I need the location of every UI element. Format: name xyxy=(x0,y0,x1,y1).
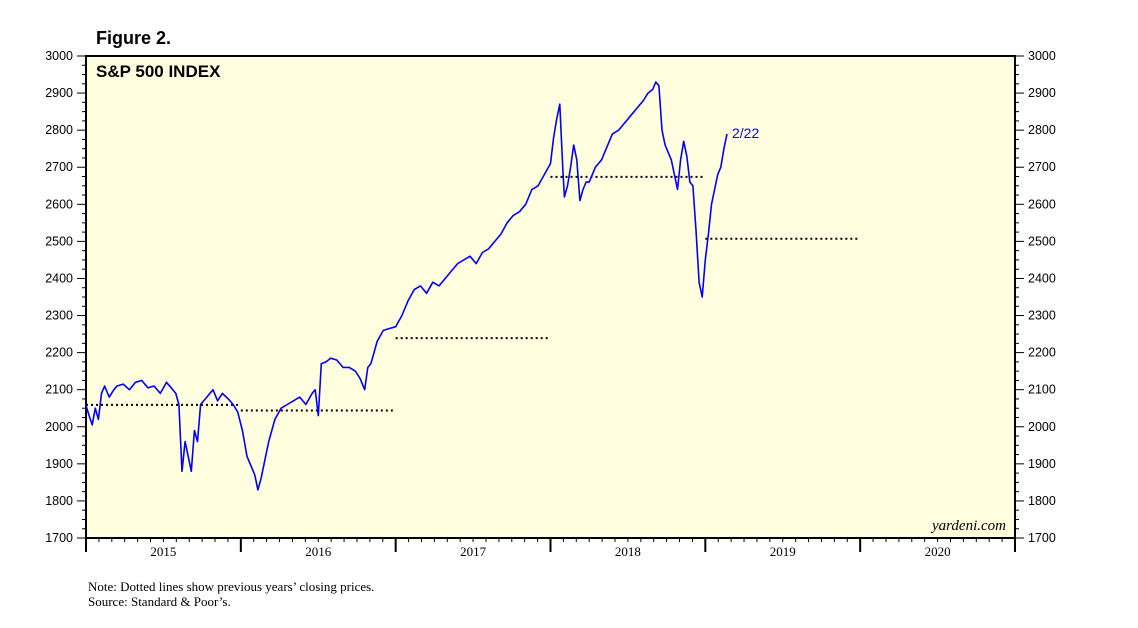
y-tick-label-left: 3000 xyxy=(45,49,73,63)
y-tick-label-right: 2900 xyxy=(1028,86,1056,100)
y-tick-label-left: 1700 xyxy=(45,531,73,545)
y-axis-right: 1700 1800 1900 2000 2100 2200 2300 2400 2500 2600… xyxy=(1015,49,1056,545)
x-tick-label: 2018 xyxy=(615,544,641,559)
x-tick-label: 2017 xyxy=(460,544,487,559)
x-tick-label: 2020 xyxy=(925,544,951,559)
y-tick-label-left: 2000 xyxy=(45,420,73,434)
y-tick-label-right: 2200 xyxy=(1028,346,1056,360)
y-tick-label-right: 1900 xyxy=(1028,457,1056,471)
y-tick-label-right: 2100 xyxy=(1028,383,1056,397)
reference-lines xyxy=(86,175,861,412)
source-text: Source: Standard & Poor’s. xyxy=(88,594,231,609)
x-tick-label: 2015 xyxy=(150,544,176,559)
x-tick-label: 2019 xyxy=(770,544,796,559)
y-tick-label-right: 3000 xyxy=(1028,49,1056,63)
chart-title: S&P 500 INDEX xyxy=(96,62,221,81)
series-layer xyxy=(85,81,728,491)
x-tick-label: 2016 xyxy=(305,544,332,559)
y-tick-label-left: 2500 xyxy=(45,234,73,248)
y-tick-label-right: 2000 xyxy=(1028,420,1056,434)
y-tick-label-right: 2400 xyxy=(1028,271,1056,285)
y-tick-label-left: 2600 xyxy=(45,197,73,211)
y-tick-label-left: 2200 xyxy=(45,346,73,360)
y-tick-label-right: 1700 xyxy=(1028,531,1056,545)
y-tick-label-right: 2700 xyxy=(1028,160,1056,174)
y-tick-label-right: 1800 xyxy=(1028,494,1056,508)
x-axis: 2015 2016 2017 2018 2019 2020 xyxy=(85,538,1016,559)
y-tick-label-left: 2800 xyxy=(45,123,73,137)
y-tick-label-right: 2800 xyxy=(1028,123,1056,137)
watermark: yardeni.com xyxy=(930,518,1006,534)
plot-area xyxy=(85,55,1016,539)
y-tick-label-left: 1800 xyxy=(45,494,73,508)
y-tick-label-left: 1900 xyxy=(45,457,73,471)
y-tick-label-left: 2900 xyxy=(45,86,73,100)
y-tick-label-left: 2300 xyxy=(45,309,73,323)
y-tick-label-right: 2600 xyxy=(1028,197,1056,211)
y-axis-left: 1700 1800 1900 2000 2100 2200 2300 2400 2500 2600… xyxy=(45,49,86,545)
note-text: Note: Dotted lines show previous years’ … xyxy=(88,579,374,594)
series-line xyxy=(85,81,728,491)
y-tick-label-right: 2300 xyxy=(1028,309,1056,323)
series-end-label: 2/22 xyxy=(732,125,759,141)
figure-label: Figure 2. xyxy=(96,28,171,48)
y-tick-label-right: 2500 xyxy=(1028,234,1056,248)
y-tick-label-left: 2100 xyxy=(45,383,73,397)
y-tick-label-left: 2700 xyxy=(45,160,73,174)
y-tick-label-left: 2400 xyxy=(45,271,73,285)
